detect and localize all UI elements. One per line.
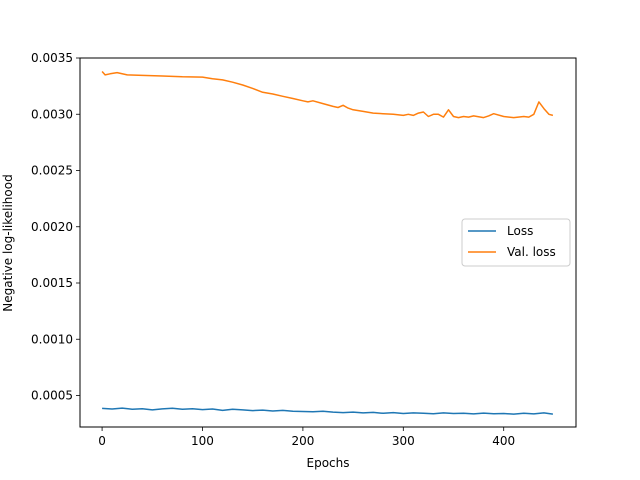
y-tick-label: 0.0015 [31,276,73,290]
series-line-loss [102,407,553,415]
y-tick-label: 0.0035 [31,51,73,65]
axes-frame [79,57,577,428]
x-axis-ticks: 0 100 200 300 400 [98,427,515,448]
y-tick-label: 0.0030 [31,107,73,121]
y-tick-label: 0.0020 [31,220,73,234]
y-tick-label: 0.0005 [31,389,73,403]
y-tick-label: 0.0010 [31,332,73,346]
series-layer [101,71,554,415]
legend: Loss Val. loss [461,218,571,267]
x-tick-label: 100 [191,434,214,448]
plot-area [79,57,577,428]
y-axis-ticks: 0.0005 0.0010 0.0015 0.0020 0.0025 0.0030 0.00… [31,51,80,403]
x-tick-label: 300 [392,434,415,448]
x-tick-label: 0 [98,434,106,448]
legend-label-val-loss: Val. loss [507,245,556,259]
x-axis-label: Epochs [307,456,350,470]
series-line-val-loss [101,71,554,119]
x-tick-label: 200 [291,434,314,448]
x-tick-label: 400 [492,434,515,448]
y-tick-label: 0.0025 [31,164,73,178]
y-axis-label: Negative log-likelihood [1,174,15,311]
legend-label-loss: Loss [507,224,533,238]
